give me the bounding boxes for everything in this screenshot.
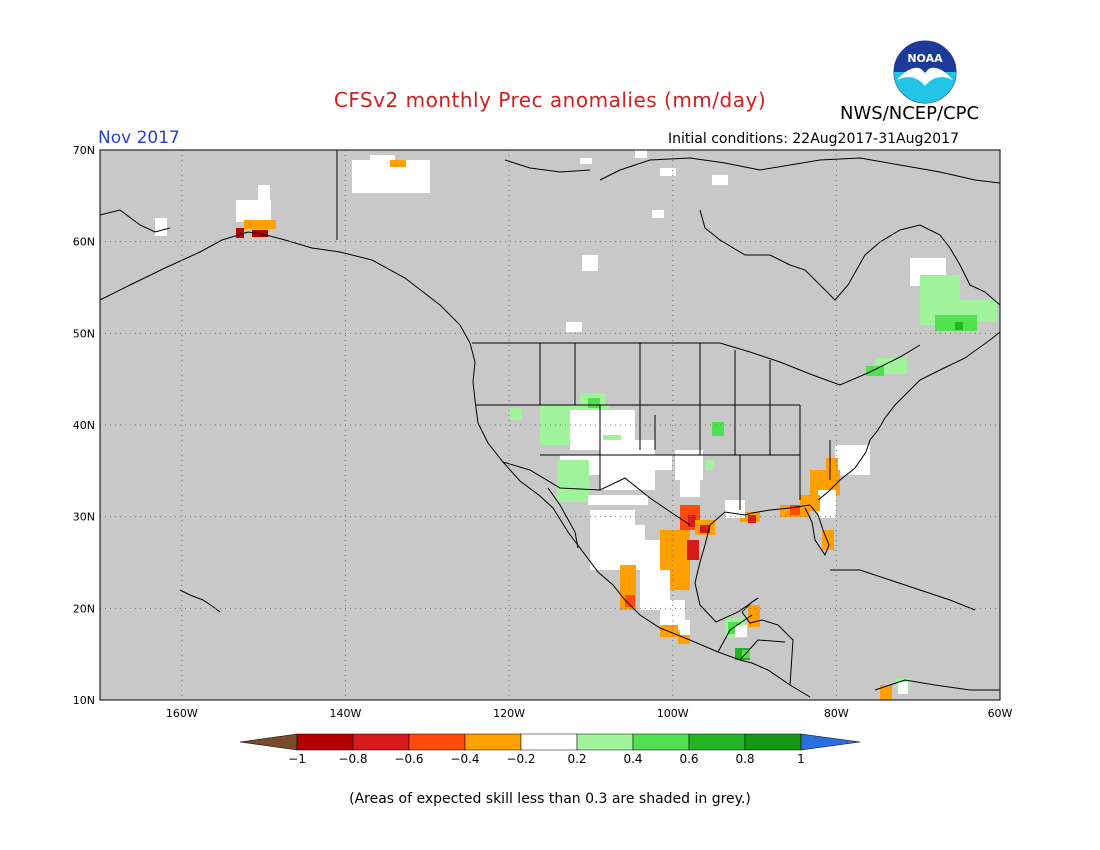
organization-label: NWS/NCEP/CPC xyxy=(840,103,980,124)
anomaly-cell xyxy=(652,210,664,218)
anomaly-cell xyxy=(866,366,884,376)
colorbar-tick-label: −0.8 xyxy=(338,752,367,766)
anomaly-cell xyxy=(826,458,838,473)
colorbar-segment xyxy=(464,733,522,751)
lat-tick-label: 40N xyxy=(73,419,95,432)
anomaly-cell xyxy=(588,398,600,408)
noaa-logo-icon: NOAA xyxy=(893,40,957,104)
anomaly-cell xyxy=(725,500,745,518)
initial-conditions-label: Initial conditions: 22Aug2017-31Aug2017 xyxy=(668,131,959,147)
anomaly-cell xyxy=(687,540,699,560)
colorbar-segment xyxy=(352,733,410,751)
lon-tick-label: 60W xyxy=(988,707,1013,720)
graticule xyxy=(100,150,1000,700)
colorbar-segment xyxy=(744,733,802,751)
lat-tick-label: 10N xyxy=(73,694,95,707)
anomaly-cell xyxy=(244,220,276,229)
coastlines xyxy=(99,157,1001,698)
lat-tick-label: 20N xyxy=(73,602,95,615)
anomaly-cell xyxy=(955,322,963,330)
colorbar-legend: −1 −0.8 −0.6 −0.4 −0.2 0.2 0.4 0.6 0.8 1 xyxy=(239,733,861,766)
anomaly-cell xyxy=(818,490,836,518)
colorbar-tick-label: 1 xyxy=(797,752,805,766)
anomaly-cell xyxy=(688,515,696,527)
lat-tick-label: 30N xyxy=(73,511,95,524)
colorbar-segment xyxy=(296,733,354,751)
anomaly-cell xyxy=(705,460,714,470)
colorbar-tick-label: 0.8 xyxy=(735,752,754,766)
lat-tick-label: 70N xyxy=(73,144,95,157)
colorbar-low-arrow xyxy=(239,733,298,751)
skill-footnote: (Areas of expected skill less than 0.3 a… xyxy=(349,791,751,807)
anomaly-cell xyxy=(700,525,710,533)
colorbar-tick-label: 0.2 xyxy=(567,752,586,766)
colorbar-tick-label: 0.4 xyxy=(623,752,642,766)
map-frame xyxy=(99,149,1001,701)
valid-month-label: Nov 2017 xyxy=(98,128,180,148)
anomaly-cell xyxy=(898,682,908,694)
anomaly-cell xyxy=(880,685,892,700)
colorbar-segment xyxy=(520,733,578,751)
logo-text: NOAA xyxy=(907,52,943,65)
colorbar-high-arrow xyxy=(800,733,861,751)
anomaly-cell xyxy=(370,155,395,163)
anomaly-cell xyxy=(712,175,728,185)
anomaly-cell xyxy=(625,595,635,607)
lat-tick-label: 50N xyxy=(73,327,95,340)
anomaly-cell xyxy=(735,625,747,637)
anomaly-cell xyxy=(588,495,648,505)
anomaly-cell xyxy=(236,200,271,222)
anomaly-cell xyxy=(582,255,598,271)
anomaly-cell xyxy=(660,168,676,176)
lat-tick-label: 60N xyxy=(73,236,95,249)
colorbar-segment xyxy=(688,733,746,751)
colorbar-segment xyxy=(632,733,690,751)
anomaly-cell xyxy=(557,460,589,502)
anomaly-cell xyxy=(580,158,592,164)
anomaly-cell xyxy=(748,515,756,523)
colorbar-segment xyxy=(576,733,634,751)
colorbar-tick-label: −0.4 xyxy=(450,752,479,766)
anomaly-cell xyxy=(660,625,678,637)
anomaly-cell xyxy=(510,408,522,420)
lon-tick-label: 80W xyxy=(824,707,849,720)
colorbar-tick-label: −1 xyxy=(288,752,306,766)
anomaly-cell xyxy=(600,440,655,490)
lon-tick-label: 120W xyxy=(493,707,525,720)
chart-title: CFSv2 monthly Prec anomalies (mm/day) xyxy=(333,88,767,112)
lon-tick-label: 100W xyxy=(657,707,689,720)
anomaly-cell xyxy=(635,150,647,158)
colorbar-tick-label: −0.6 xyxy=(394,752,423,766)
colorbar-segment xyxy=(408,733,466,751)
anomaly-cell xyxy=(790,505,800,515)
political-borders xyxy=(336,150,921,661)
anomaly-cell xyxy=(680,475,700,497)
anomaly-cell xyxy=(236,228,244,238)
anomaly-cell xyxy=(390,160,406,167)
colorbar-tick-label: 0.6 xyxy=(679,752,698,766)
lon-tick-label: 160W xyxy=(166,707,198,720)
anomaly-cell xyxy=(566,322,582,332)
anomaly-cell xyxy=(258,185,270,201)
anomaly-cell xyxy=(680,620,690,635)
lon-tick-label: 140W xyxy=(330,707,362,720)
anomaly-cell xyxy=(155,218,167,236)
anomaly-cell xyxy=(712,422,724,436)
colorbar-tick-label: −0.2 xyxy=(506,752,535,766)
anomaly-cell xyxy=(650,455,672,470)
